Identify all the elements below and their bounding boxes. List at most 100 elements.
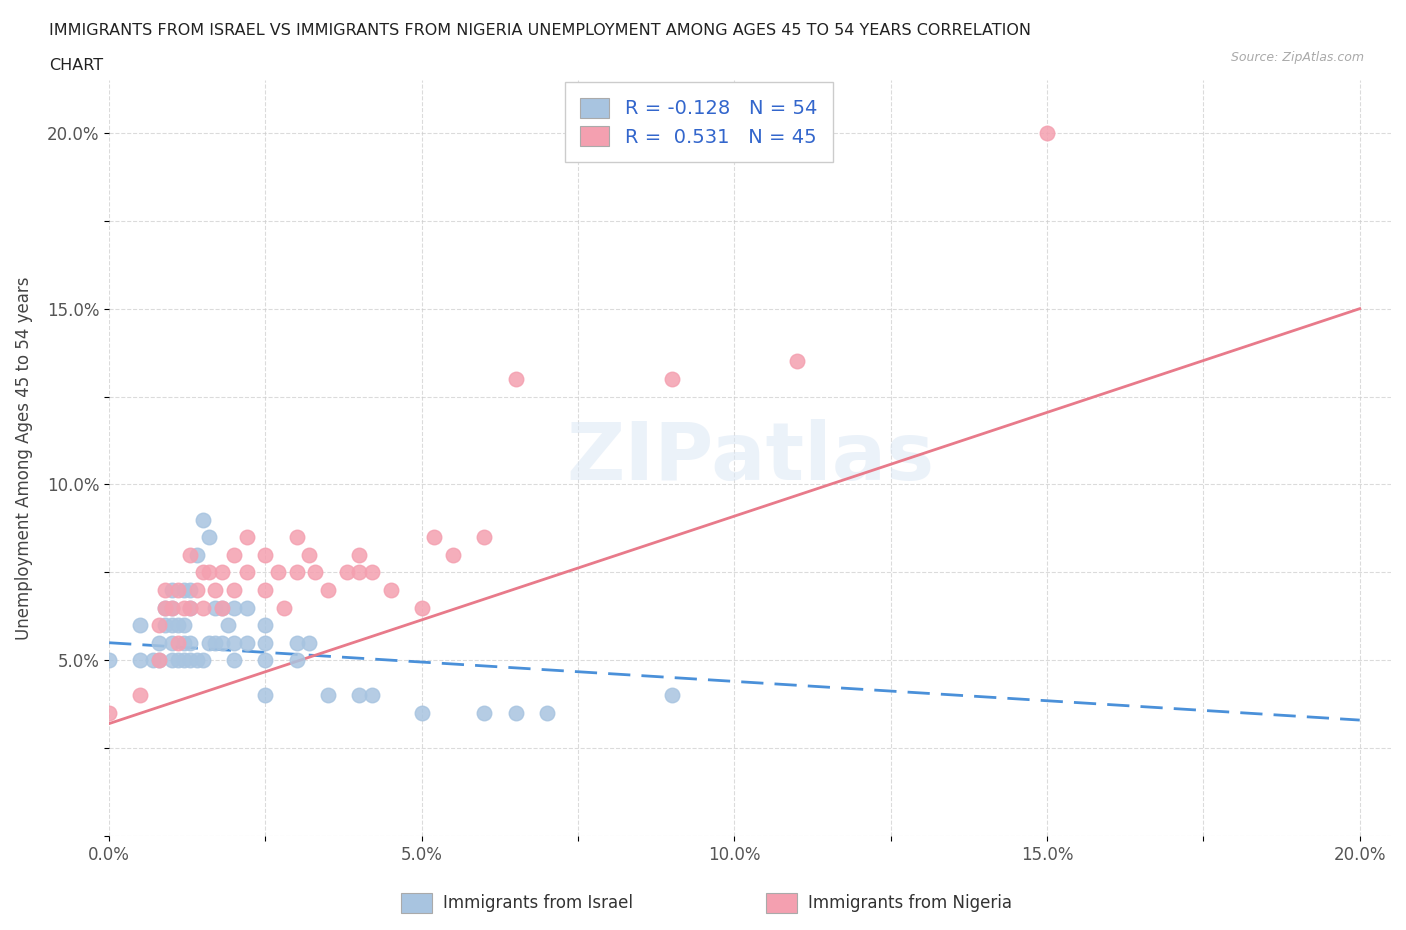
Point [173, 600, 195, 615]
Point [160, 618, 183, 632]
Point [786, 354, 808, 369]
Point [186, 582, 208, 597]
Point [211, 565, 233, 579]
Point [661, 372, 683, 387]
Point [254, 635, 277, 650]
Point [173, 653, 195, 668]
Point [179, 600, 201, 615]
Point [505, 372, 527, 387]
Point [423, 530, 446, 545]
Point [505, 706, 527, 721]
Point [173, 635, 195, 650]
Point [285, 635, 308, 650]
Point [254, 582, 277, 597]
Point [191, 512, 214, 527]
Point [167, 618, 190, 632]
Point [160, 582, 183, 597]
Point [235, 635, 257, 650]
Point [198, 565, 221, 579]
Point [298, 635, 321, 650]
Point [155, 600, 177, 615]
Point [254, 618, 277, 632]
Point [98, 653, 121, 668]
Point [204, 582, 226, 597]
Point [224, 653, 246, 668]
Point [148, 635, 170, 650]
Point [224, 635, 246, 650]
Point [155, 582, 177, 597]
Point [129, 653, 152, 668]
Point [472, 530, 495, 545]
Text: Immigrants from Nigeria: Immigrants from Nigeria [808, 894, 1012, 912]
Point [267, 565, 290, 579]
Text: IMMIGRANTS FROM ISRAEL VS IMMIGRANTS FROM NIGERIA UNEMPLOYMENT AMONG AGES 45 TO : IMMIGRANTS FROM ISRAEL VS IMMIGRANTS FRO… [49, 23, 1031, 38]
Point [224, 582, 246, 597]
Point [224, 600, 246, 615]
Point [235, 600, 257, 615]
Point [411, 706, 433, 721]
Y-axis label: Unemployment Among Ages 45 to 54 years: Unemployment Among Ages 45 to 54 years [15, 276, 32, 640]
Point [285, 530, 308, 545]
Point [186, 653, 208, 668]
Point [211, 600, 233, 615]
Point [148, 653, 170, 668]
Text: Immigrants from Israel: Immigrants from Israel [443, 894, 633, 912]
Point [142, 653, 165, 668]
Point [254, 688, 277, 703]
Point [273, 600, 295, 615]
Point [1036, 126, 1059, 140]
Point [441, 548, 464, 563]
Point [179, 600, 201, 615]
Point [155, 618, 177, 632]
Point [179, 653, 201, 668]
Point [285, 653, 308, 668]
Point [661, 688, 683, 703]
Point [349, 688, 371, 703]
Legend: R = -0.128   N = 54, R =  0.531   N = 45: R = -0.128 N = 54, R = 0.531 N = 45 [565, 82, 832, 162]
Point [198, 635, 221, 650]
Point [316, 688, 339, 703]
Point [235, 530, 257, 545]
Point [304, 565, 326, 579]
Point [360, 565, 382, 579]
Point [160, 635, 183, 650]
Point [98, 706, 121, 721]
Point [191, 600, 214, 615]
Point [411, 600, 433, 615]
Point [204, 635, 226, 650]
Point [536, 706, 558, 721]
Point [211, 600, 233, 615]
Point [148, 653, 170, 668]
Point [167, 635, 190, 650]
Point [173, 618, 195, 632]
Point [254, 548, 277, 563]
Point [336, 565, 359, 579]
Point [160, 653, 183, 668]
Text: CHART: CHART [49, 58, 103, 73]
Point [179, 548, 201, 563]
Point [285, 565, 308, 579]
Point [179, 635, 201, 650]
Point [349, 565, 371, 579]
Point [173, 582, 195, 597]
Point [316, 582, 339, 597]
Point [472, 706, 495, 721]
Point [224, 548, 246, 563]
Point [211, 635, 233, 650]
Point [254, 653, 277, 668]
Point [179, 582, 201, 597]
Point [298, 548, 321, 563]
Point [349, 548, 371, 563]
Text: ZIPatlas: ZIPatlas [567, 419, 934, 498]
Point [155, 600, 177, 615]
Point [360, 688, 382, 703]
Point [198, 530, 221, 545]
Point [160, 600, 183, 615]
Point [204, 600, 226, 615]
Text: Source: ZipAtlas.com: Source: ZipAtlas.com [1230, 51, 1364, 64]
Point [148, 618, 170, 632]
Point [380, 582, 402, 597]
Point [167, 582, 190, 597]
Point [167, 653, 190, 668]
Point [191, 565, 214, 579]
